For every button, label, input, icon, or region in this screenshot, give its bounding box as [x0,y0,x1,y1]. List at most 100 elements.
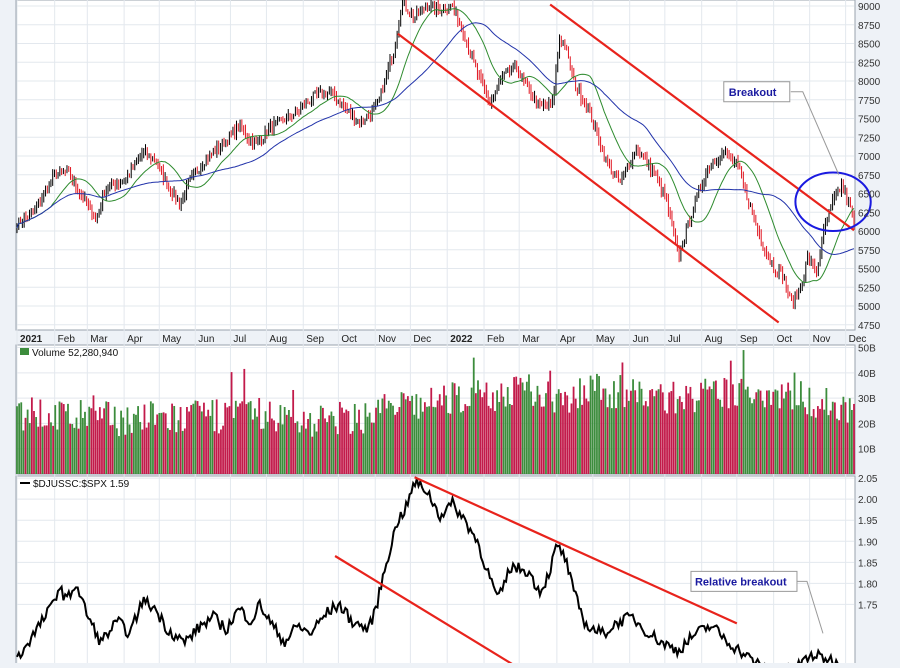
volume-bar [702,388,705,474]
volume-bar [243,368,246,474]
volume-bar [787,382,790,474]
volume-legend-swatch [20,348,29,355]
volume-bar [387,400,390,474]
month-label: Mar [90,334,108,345]
volume-bar [549,370,552,474]
volume-bar [152,403,154,474]
volume-bar [472,357,475,474]
month-label: Jun [633,334,649,345]
volume-bar [302,411,305,474]
month-label: Sep [306,334,324,345]
volume-bar [411,395,414,474]
volume-bar [143,404,146,474]
volume-bar [804,407,807,474]
volume-bar [192,403,195,474]
volume-bar [534,401,537,474]
volume-bar [24,417,27,474]
price-tick-label: 7750 [858,96,881,107]
price-tick-label: 8000 [858,77,881,88]
relative-tick-label: 1.80 [858,579,878,590]
volume-bar [385,408,388,474]
volume-bar [332,415,335,474]
volume-bar [600,399,603,474]
volume-bar [88,406,91,474]
volume-bar [487,405,490,474]
volume-bar [94,410,97,474]
volume-bar [604,388,607,474]
volume-bar [215,399,218,474]
volume-bar [137,406,139,474]
volume-bar [415,394,418,474]
volume-bar [681,401,683,474]
volume-bar [177,420,180,474]
volume-bar [547,381,549,474]
volume-bar [228,406,231,474]
volume-bar [447,412,450,474]
volume-bar [846,422,849,474]
volume-bar [147,422,150,474]
volume-bar [666,413,668,474]
volume-bar [562,405,564,474]
month-label: Jul [233,334,246,345]
volume-bar [802,401,804,474]
volume-bar [619,375,622,474]
month-label: Feb [487,334,505,345]
volume-bar [135,414,137,474]
volume-bar [555,393,558,474]
volume-bar [90,408,93,474]
volume-bar [264,411,267,474]
volume-bar [360,429,363,474]
volume-bar [207,409,210,474]
volume-bar [436,400,439,474]
volume-bar [28,423,31,474]
price-tick-label: 8500 [858,40,881,51]
volume-bar [383,394,386,474]
volume-bar [814,417,817,474]
volume-bar [377,399,380,474]
volume-bar [710,389,713,474]
volume-bar [438,394,441,474]
volume-bar [428,406,431,474]
volume-bar [307,419,309,474]
volume-bar [183,428,186,474]
volume-bar [285,414,288,474]
volume-bar [368,412,371,474]
volume-bar [704,378,707,474]
volume-bar [35,417,38,474]
volume-bar [154,424,156,474]
volume-bar [829,410,832,474]
volume-bar [460,412,462,474]
volume-bar [118,436,120,474]
volume-bar [511,405,513,474]
volume-bar [128,424,131,474]
volume-bar [564,391,566,474]
month-label: Aug [705,334,723,345]
volume-bar [634,390,637,474]
volume-bar [642,405,645,474]
volume-bar [449,413,452,474]
volume-bar [43,425,46,474]
volume-bar [761,400,764,474]
volume-bar [823,409,826,474]
price-tick-label: 5250 [858,283,881,294]
volume-bar [71,424,74,474]
volume-bar [249,401,252,474]
volume-bar [73,427,76,474]
volume-bar [651,389,654,474]
volume-bar [16,406,18,474]
volume-bar [644,401,647,474]
volume-bar [576,408,579,474]
volume-bar [774,389,777,474]
volume-bar [727,408,730,474]
volume-bar [232,417,235,474]
volume-bar [706,389,709,474]
volume-bar [328,415,331,474]
volume-bar [52,425,55,474]
volume-bar [708,386,711,474]
volume-bar [649,390,651,474]
volume-bar [525,381,528,474]
volume-bar [496,390,499,474]
volume-bar [220,429,222,474]
volume-bar [283,407,286,474]
